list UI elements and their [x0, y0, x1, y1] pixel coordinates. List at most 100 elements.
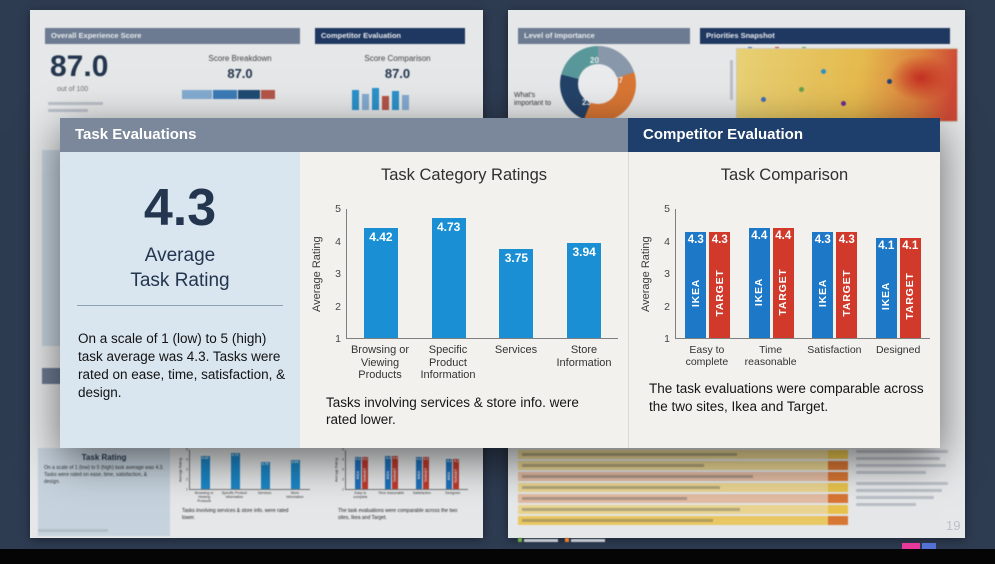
y-tick-label: 3	[664, 267, 670, 280]
importance-donut-chart: 20 37 23	[560, 46, 636, 122]
table-row	[518, 483, 848, 492]
plot-area: 4.42 4.73 3.75 3.94	[189, 450, 310, 490]
label-line-1: Average	[144, 245, 216, 266]
mini-bar	[352, 90, 359, 110]
mini-summary-panel: Task Rating On a scale of 1 (low) to 5 (…	[38, 448, 170, 536]
y-tick-label: 4	[342, 457, 344, 462]
text-placeholder	[522, 475, 753, 478]
copyright-placeholder	[38, 529, 108, 532]
bar-ikea: 4.3 IKEA	[354, 456, 361, 489]
bar-value-label: 4.3	[423, 456, 429, 461]
y-axis-title: Average Rating	[311, 236, 323, 312]
category-label: Easy to complete	[685, 344, 729, 369]
category-label: Browsing or Viewing Products	[194, 491, 214, 504]
bar-value-label: 3.75	[504, 251, 529, 266]
bar: 4.42	[363, 227, 398, 338]
task-comparison-panel: Task Comparison Average Rating 5 4 3 2 1 4.3 IK…	[628, 152, 940, 448]
divider	[76, 305, 284, 307]
category-label: Specific Product Information	[221, 491, 248, 500]
table-legend	[518, 529, 605, 547]
row-value-cell	[828, 483, 848, 492]
category-label: Services	[494, 344, 538, 356]
mini-bar	[402, 95, 409, 110]
text-placeholder	[856, 464, 946, 467]
slide-left-content: Overall Experience Score Competitor Eval…	[30, 10, 483, 538]
bar-group: 4.1 IKEA 4.1 TARGET	[446, 450, 460, 489]
notes-column	[856, 450, 956, 506]
bar-group: 4.3 IKEA 4.3 TARGET	[415, 450, 429, 489]
row-value-cell	[828, 472, 848, 481]
competitor-evaluation-mini-header: Competitor Evaluation	[315, 28, 465, 44]
bar-series-label: TARGET	[362, 468, 367, 483]
heatmap-point	[887, 79, 892, 84]
bar-series-label: IKEA	[753, 277, 766, 307]
text-placeholder	[856, 471, 926, 474]
average-task-rating-value: 4.3	[143, 179, 217, 237]
bar-value-label: 4.3	[362, 456, 368, 461]
bar-value-label: 4.1	[446, 458, 452, 463]
bar-value-label: 4.1	[878, 240, 895, 253]
text-placeholder	[856, 503, 916, 506]
plot-row: 5 4 3 2 1 4.3 IKEA 4.3 TARGET 4.4 IKEA 4.4 TARGET 4.3…	[339, 448, 468, 491]
bar-ikea: 4.3 IKEA	[812, 231, 834, 338]
bar-value-label: 4.3	[814, 233, 831, 246]
bar-value-label: 4.3	[711, 233, 728, 246]
text-placeholder	[856, 450, 948, 453]
chart-body: 5 4 3 2 1 4.42 4.73 3.75 3.94 Browsing or Viewing…	[183, 448, 310, 504]
row-value-cell	[828, 494, 848, 503]
plot-row: 5 4 3 2 1 4.42 4.73 3.75 3.94	[183, 448, 310, 491]
y-tick-label: 2	[186, 477, 188, 482]
category-axis: Easy to complete Time reasonable Satisfact…	[345, 490, 468, 499]
score-comparison-title: Score Comparison	[364, 54, 431, 63]
taskbar-blue-fragment	[922, 543, 936, 550]
bar: 3.75	[499, 249, 534, 338]
bar-value-label: 4.42	[201, 455, 209, 460]
bar-value-label: 3.94	[572, 245, 596, 260]
mini-task-category-chart: Average Rating 5 4 3 2 1 4.42 4.73 3.75 3.94 Brows…	[178, 448, 310, 504]
text-placeholder	[522, 464, 704, 467]
donut-label: 20	[590, 56, 599, 65]
bar-group: 4.1 IKEA 4.1 TARGET	[875, 209, 921, 338]
bar-group: 4.4 IKEA 4.4 TARGET	[385, 450, 399, 489]
category-label: Store Information	[286, 491, 304, 500]
bar-value-label: 4.3	[838, 233, 855, 246]
bar-group: 4.3 IKEA 4.3 TARGET	[354, 450, 368, 489]
rating-scale-description: On a scale of 1 (low) to 5 (high) task a…	[78, 331, 286, 400]
bar-series-label: TARGET	[454, 469, 459, 484]
bar-series-label: IKEA	[416, 471, 421, 480]
text-placeholder	[856, 457, 940, 460]
bar-ikea: 4.3 IKEA	[685, 231, 707, 338]
bar-value-label: 4.4	[775, 230, 792, 243]
plot-area: 4.3 IKEA 4.3 TARGET 4.4 IKEA 4.4 TARGET 4.3 IKEA 4…	[675, 209, 930, 339]
chart-body: 5 4 3 2 1 4.42 4.73 3.75 3.94 Browsing or Viewing…	[326, 204, 618, 382]
summary-panel: 4.3 Average Task Rating On a scale of 1 …	[60, 152, 300, 448]
bar-series-label: IKEA	[880, 281, 893, 311]
bar-target: 4.1 TARGET	[453, 458, 460, 489]
bar-value-label: 4.1	[453, 458, 459, 463]
average-task-rating-label: Average Task Rating	[60, 244, 300, 293]
category-label: Satisfaction	[412, 491, 431, 495]
bar-series-label: IKEA	[386, 470, 391, 480]
legend-item	[565, 529, 605, 547]
chart-body: 5 4 3 2 1 4.3 IKEA 4.3 TARGET 4.4 IKEA 4.4 TARGET 4.3…	[339, 448, 468, 499]
bar-value-label: 4.73	[231, 452, 239, 457]
overall-score-caption: out of 100	[57, 86, 89, 93]
category-label: Designed	[875, 344, 921, 356]
y-tick-label: 5	[335, 202, 341, 215]
y-tick-label: 1	[664, 332, 670, 345]
bar-value-label: 4.4	[385, 455, 391, 460]
bar-ikea: 4.1 IKEA	[446, 458, 453, 489]
score-breakdown-value: 87.0	[227, 66, 253, 81]
plot-area: 4.42 4.73 3.75 3.94	[346, 209, 618, 339]
category-axis: Browsing or Viewing Products Specific Pro…	[346, 339, 618, 382]
table-row	[518, 516, 848, 525]
label-line-2: Task Rating	[130, 269, 230, 291]
mini-task-rating-label: Task Rating	[81, 453, 127, 462]
text-placeholder	[48, 102, 103, 105]
bar-series-label: IKEA	[355, 471, 360, 480]
zoom-popup[interactable]: Task Evaluations Competitor Evaluation 4…	[60, 118, 940, 448]
bar-target: 4.3 TARGET	[422, 456, 429, 489]
mini-bar	[382, 96, 389, 110]
y-tick-label: 3	[335, 267, 341, 280]
task-category-chart-title: Task Category Ratings	[381, 166, 547, 184]
